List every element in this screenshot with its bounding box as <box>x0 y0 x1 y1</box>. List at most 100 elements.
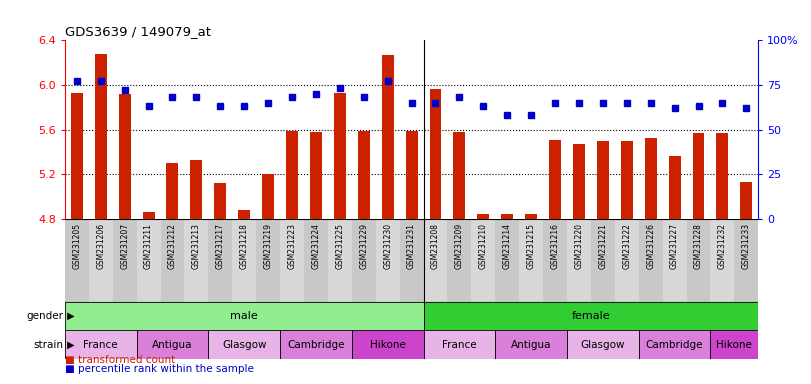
Text: Hikone: Hikone <box>370 340 406 350</box>
Text: GSM231213: GSM231213 <box>192 223 201 269</box>
Bar <box>214 183 226 219</box>
Bar <box>161 219 184 302</box>
Text: ■ percentile rank within the sample: ■ percentile rank within the sample <box>65 364 254 374</box>
Bar <box>740 182 753 219</box>
Bar <box>710 331 758 359</box>
Bar <box>334 93 345 219</box>
Bar <box>645 139 657 219</box>
Bar <box>143 212 155 219</box>
Text: Hikone: Hikone <box>716 340 753 350</box>
Text: GSM231233: GSM231233 <box>742 223 751 269</box>
Text: GSM231225: GSM231225 <box>336 223 345 269</box>
Text: GSM231209: GSM231209 <box>455 223 464 269</box>
Text: GSM231216: GSM231216 <box>551 223 560 269</box>
Bar <box>496 219 519 302</box>
Bar <box>65 219 88 302</box>
Text: gender: gender <box>27 311 64 321</box>
Text: GSM231231: GSM231231 <box>407 223 416 269</box>
Bar <box>136 331 208 359</box>
Text: GSM231223: GSM231223 <box>288 223 297 269</box>
Text: GSM231230: GSM231230 <box>383 223 393 269</box>
Text: GSM231210: GSM231210 <box>478 223 487 269</box>
Bar <box>591 219 615 302</box>
Text: GSM231208: GSM231208 <box>431 223 440 269</box>
Bar <box>543 219 567 302</box>
Text: GSM231229: GSM231229 <box>359 223 368 269</box>
Bar <box>716 133 728 219</box>
Bar <box>663 219 687 302</box>
Text: Cambridge: Cambridge <box>646 340 703 350</box>
Text: GSM231212: GSM231212 <box>168 223 177 269</box>
Bar <box>232 219 256 302</box>
Text: GSM231224: GSM231224 <box>311 223 320 269</box>
Bar <box>352 331 423 359</box>
Text: GDS3639 / 149079_at: GDS3639 / 149079_at <box>65 25 211 38</box>
Text: GSM231214: GSM231214 <box>503 223 512 269</box>
Text: GSM231218: GSM231218 <box>240 223 249 269</box>
Bar <box>400 219 423 302</box>
Bar <box>423 219 448 302</box>
Bar <box>406 131 418 219</box>
Bar <box>735 219 758 302</box>
Bar <box>208 331 280 359</box>
Bar <box>668 156 680 219</box>
Text: Glasgow: Glasgow <box>581 340 625 350</box>
Text: GSM231228: GSM231228 <box>694 223 703 269</box>
Bar <box>256 219 280 302</box>
Text: GSM231207: GSM231207 <box>120 223 129 269</box>
Bar <box>208 219 232 302</box>
Text: GSM231232: GSM231232 <box>718 223 727 269</box>
Text: ▶: ▶ <box>64 340 75 350</box>
Bar <box>166 163 178 219</box>
Bar <box>448 219 471 302</box>
Bar <box>280 219 304 302</box>
Bar <box>71 93 83 219</box>
Bar <box>620 141 633 219</box>
Bar <box>639 331 710 359</box>
Text: female: female <box>572 311 610 321</box>
Bar <box>118 94 131 219</box>
Bar <box>687 219 710 302</box>
Text: GSM231206: GSM231206 <box>97 223 105 269</box>
Bar <box>65 331 136 359</box>
Text: ■ transformed count: ■ transformed count <box>65 355 175 365</box>
Bar <box>423 302 758 331</box>
Text: France: France <box>84 340 118 350</box>
Bar <box>286 131 298 219</box>
Bar <box>496 331 567 359</box>
Bar <box>573 144 585 219</box>
Text: Antigua: Antigua <box>511 340 551 350</box>
Bar <box>693 133 705 219</box>
Bar <box>280 331 352 359</box>
Bar <box>430 89 441 219</box>
Bar <box>113 219 136 302</box>
Bar <box>310 132 322 219</box>
Bar <box>238 210 250 219</box>
Text: GSM231217: GSM231217 <box>216 223 225 269</box>
Bar <box>471 219 496 302</box>
Bar <box>549 139 561 219</box>
Text: GSM231222: GSM231222 <box>622 223 631 269</box>
Bar <box>453 132 466 219</box>
Bar <box>639 219 663 302</box>
Text: GSM231220: GSM231220 <box>574 223 583 269</box>
Bar <box>95 54 107 219</box>
Text: Glasgow: Glasgow <box>222 340 267 350</box>
Text: GSM231219: GSM231219 <box>264 223 272 269</box>
Bar <box>478 214 489 219</box>
Bar <box>382 55 393 219</box>
Bar <box>710 219 735 302</box>
Bar <box>184 219 208 302</box>
Bar <box>526 214 537 219</box>
Text: strain: strain <box>34 340 64 350</box>
Text: ▶: ▶ <box>64 311 75 321</box>
Bar <box>567 219 591 302</box>
Text: GSM231211: GSM231211 <box>144 223 153 269</box>
Bar <box>615 219 639 302</box>
Bar <box>65 302 423 331</box>
Text: Cambridge: Cambridge <box>287 340 345 350</box>
Bar <box>375 219 400 302</box>
Bar <box>358 131 370 219</box>
Bar <box>501 214 513 219</box>
Text: male: male <box>230 311 258 321</box>
